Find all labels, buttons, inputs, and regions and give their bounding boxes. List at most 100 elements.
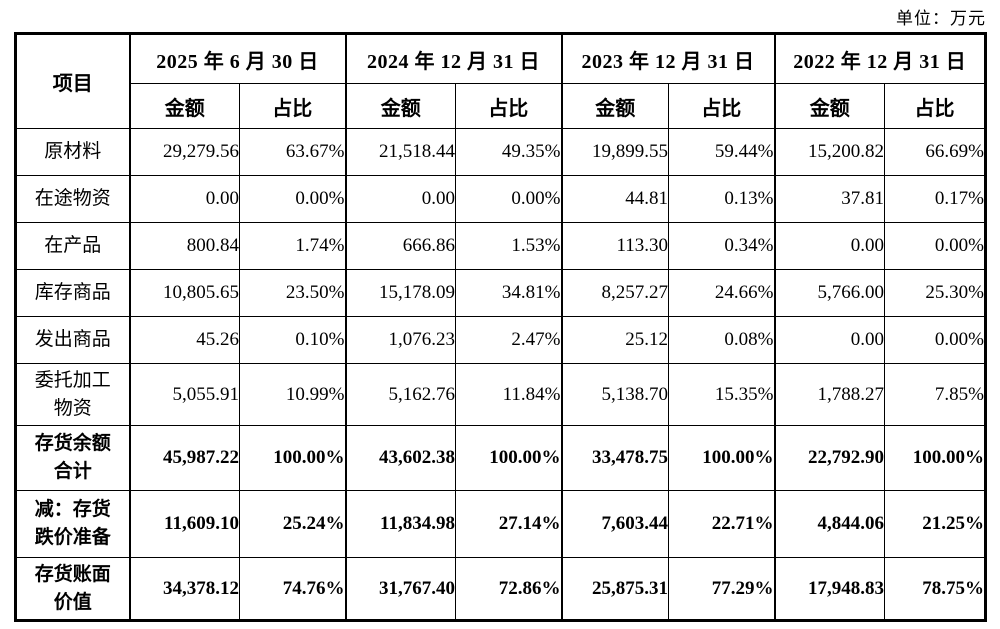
cell-amount: 15,200.82 — [773, 128, 885, 176]
cell-amount: 11,609.10 — [128, 490, 240, 558]
cell-ratio: 100.00% — [239, 425, 346, 491]
cell-ratio: 0.13% — [668, 175, 775, 223]
cell-ratio: 100.00% — [668, 425, 775, 491]
table-row: 存货余额 合计 45,987.22 100.00% 43,602.38 100.00% 3… — [15, 425, 986, 491]
cell-amount: 22,792.90 — [773, 425, 885, 491]
column-header-amount: 金额 — [773, 83, 885, 129]
cell-ratio: 0.00% — [455, 175, 562, 223]
cell-amount: 8,257.27 — [560, 269, 669, 317]
column-header-period-2023: 2023 年 12 月 31 日 — [560, 33, 775, 84]
table-row: 原材料 29,279.56 63.67% 21,518.44 49.35% 19,899.… — [15, 128, 986, 176]
cell-ratio: 7.85% — [884, 363, 986, 426]
column-header-ratio: 占比 — [668, 83, 775, 129]
column-header-ratio: 占比 — [239, 83, 346, 129]
row-label: 在产品 — [15, 222, 130, 270]
cell-amount: 43,602.38 — [344, 425, 456, 491]
cell-ratio: 25.30% — [884, 269, 986, 317]
cell-amount: 5,766.00 — [773, 269, 885, 317]
cell-ratio: 27.14% — [455, 490, 562, 558]
row-label: 存货账面 价值 — [15, 557, 130, 621]
cell-ratio: 100.00% — [455, 425, 562, 491]
cell-amount: 19,899.55 — [560, 128, 669, 176]
cell-ratio: 78.75% — [884, 557, 986, 621]
cell-amount: 5,138.70 — [560, 363, 669, 426]
cell-amount: 11,834.98 — [344, 490, 456, 558]
table-row: 在产品 800.84 1.74% 666.86 1.53% 113.30 0.34% 0.00… — [15, 222, 986, 270]
row-label: 委托加工 物资 — [15, 363, 130, 426]
cell-ratio: 0.00% — [884, 316, 986, 364]
cell-amount: 45.26 — [128, 316, 240, 364]
unit-label: 单位：万元 — [896, 9, 986, 28]
cell-amount: 5,162.76 — [344, 363, 456, 426]
cell-amount: 29,279.56 — [128, 128, 240, 176]
cell-amount: 800.84 — [128, 222, 240, 270]
cell-amount: 37.81 — [773, 175, 885, 223]
cell-amount: 34,378.12 — [128, 557, 240, 621]
cell-amount: 1,788.27 — [773, 363, 885, 426]
cell-amount: 7,603.44 — [560, 490, 669, 558]
cell-ratio: 66.69% — [884, 128, 986, 176]
cell-amount: 1,076.23 — [344, 316, 456, 364]
cell-amount: 21,518.44 — [344, 128, 456, 176]
table-row: 库存商品 10,805.65 23.50% 15,178.09 34.81% 8,257.… — [15, 269, 986, 317]
table-body: 原材料 29,279.56 63.67% 21,518.44 49.35% 19,899.… — [15, 128, 986, 621]
column-header-period-2025: 2025 年 6 月 30 日 — [128, 33, 346, 84]
cell-ratio: 77.29% — [668, 557, 775, 621]
cell-amount: 10,805.65 — [128, 269, 240, 317]
cell-ratio: 63.67% — [239, 128, 346, 176]
cell-ratio: 25.24% — [239, 490, 346, 558]
cell-amount: 15,178.09 — [344, 269, 456, 317]
cell-ratio: 22.71% — [668, 490, 775, 558]
table-row: 减：存货 跌价准备 11,609.10 25.24% 11,834.98 27.14% 7… — [15, 490, 986, 558]
inventory-table: 项目 2025 年 6 月 30 日 2024 年 12 月 31 日 2023… — [14, 32, 987, 622]
cell-ratio: 1.74% — [239, 222, 346, 270]
cell-ratio: 10.99% — [239, 363, 346, 426]
cell-ratio: 0.00% — [239, 175, 346, 223]
cell-ratio: 15.35% — [668, 363, 775, 426]
cell-ratio: 0.00% — [884, 222, 986, 270]
cell-amount: 25,875.31 — [560, 557, 669, 621]
table-row: 发出商品 45.26 0.10% 1,076.23 2.47% 25.12 0.08% 0.0… — [15, 316, 986, 364]
cell-amount: 666.86 — [344, 222, 456, 270]
cell-amount: 45,987.22 — [128, 425, 240, 491]
cell-amount: 17,948.83 — [773, 557, 885, 621]
cell-amount: 0.00 — [344, 175, 456, 223]
cell-amount: 0.00 — [773, 222, 885, 270]
row-label: 发出商品 — [15, 316, 130, 364]
cell-amount: 5,055.91 — [128, 363, 240, 426]
column-header-ratio: 占比 — [884, 83, 986, 129]
row-label: 库存商品 — [15, 269, 130, 317]
cell-amount: 4,844.06 — [773, 490, 885, 558]
row-label: 存货余额 合计 — [15, 425, 130, 491]
column-header-period-2024: 2024 年 12 月 31 日 — [344, 33, 562, 84]
cell-ratio: 24.66% — [668, 269, 775, 317]
cell-ratio: 1.53% — [455, 222, 562, 270]
cell-amount: 0.00 — [128, 175, 240, 223]
cell-ratio: 59.44% — [668, 128, 775, 176]
column-header-ratio: 占比 — [455, 83, 562, 129]
table-row: 委托加工 物资 5,055.91 10.99% 5,162.76 11.84% 5,138… — [15, 363, 986, 426]
cell-ratio: 0.08% — [668, 316, 775, 364]
cell-ratio: 0.10% — [239, 316, 346, 364]
header-row-periods: 项目 2025 年 6 月 30 日 2024 年 12 月 31 日 2023… — [15, 33, 986, 129]
table-row: 在途物资 0.00 0.00% 0.00 0.00% 44.81 0.13% 37.81 0.1… — [15, 175, 986, 223]
cell-ratio: 0.34% — [668, 222, 775, 270]
cell-ratio: 100.00% — [884, 425, 986, 491]
cell-ratio: 21.25% — [884, 490, 986, 558]
cell-ratio: 34.81% — [455, 269, 562, 317]
cell-ratio: 23.50% — [239, 269, 346, 317]
cell-ratio: 74.76% — [239, 557, 346, 621]
cell-amount: 31,767.40 — [344, 557, 456, 621]
cell-ratio: 0.17% — [884, 175, 986, 223]
cell-ratio: 72.86% — [455, 557, 562, 621]
cell-amount: 25.12 — [560, 316, 669, 364]
column-header-period-2022: 2022 年 12 月 31 日 — [773, 33, 986, 84]
cell-amount: 113.30 — [560, 222, 669, 270]
column-header-amount: 金额 — [560, 83, 669, 129]
column-header-item: 项目 — [15, 33, 130, 129]
cell-amount: 33,478.75 — [560, 425, 669, 491]
row-label: 在途物资 — [15, 175, 130, 223]
row-label: 减：存货 跌价准备 — [15, 490, 130, 558]
cell-ratio: 2.47% — [455, 316, 562, 364]
